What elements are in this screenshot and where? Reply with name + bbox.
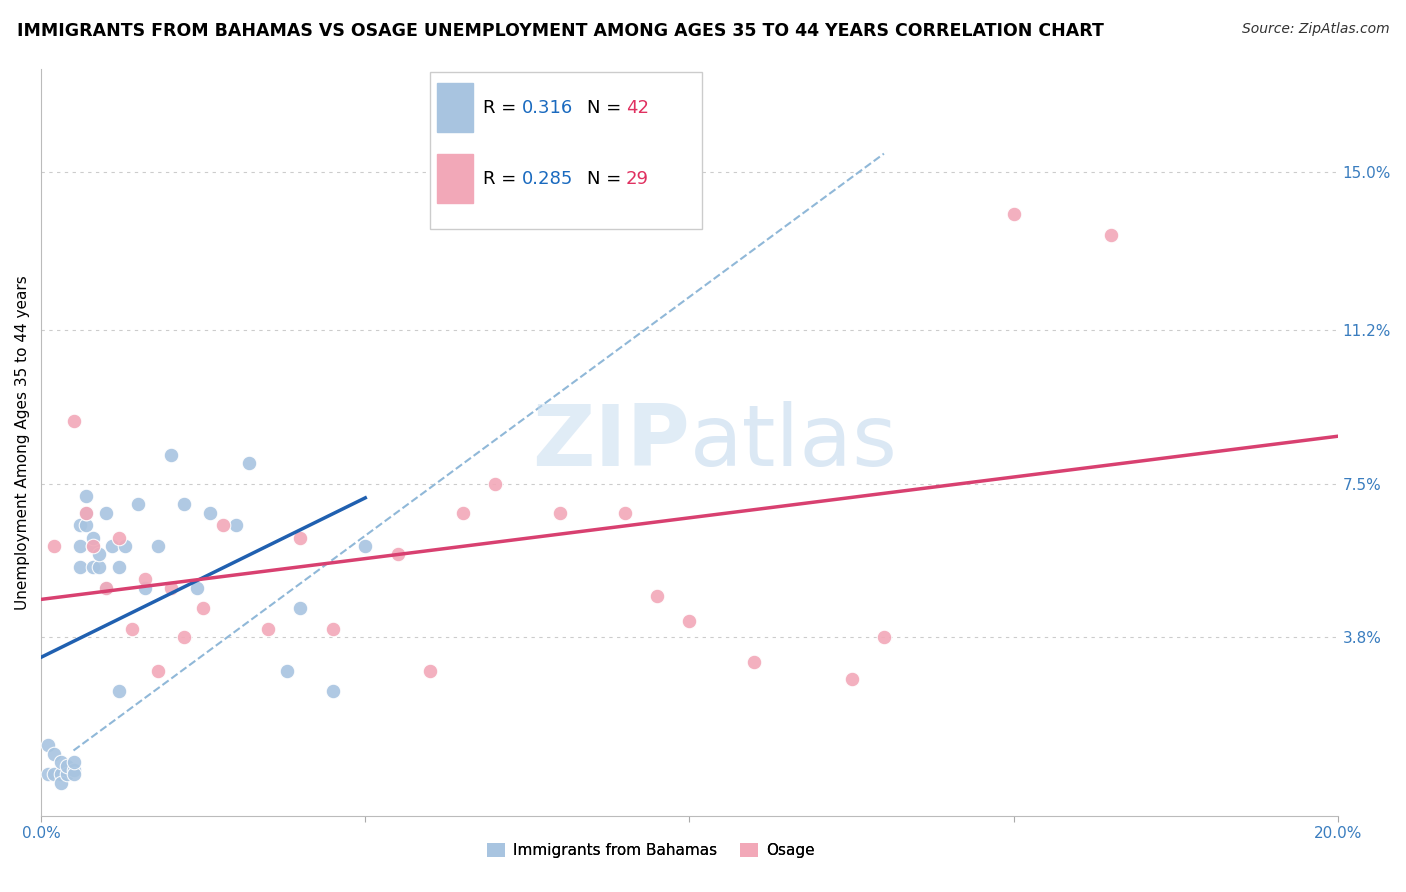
Point xyxy=(108,684,131,698)
Bar xyxy=(437,154,472,203)
Point xyxy=(198,506,221,520)
Point xyxy=(193,601,215,615)
Text: R =: R = xyxy=(484,99,522,117)
Point xyxy=(69,559,91,574)
Point xyxy=(37,739,59,753)
Point xyxy=(62,755,84,769)
Point xyxy=(69,518,91,533)
Text: atlas: atlas xyxy=(689,401,897,483)
Point xyxy=(146,539,169,553)
Point xyxy=(42,767,65,781)
Point xyxy=(742,655,765,669)
Point xyxy=(49,775,72,789)
Legend: Immigrants from Bahamas, Osage: Immigrants from Bahamas, Osage xyxy=(481,837,821,864)
Point xyxy=(134,581,156,595)
Point xyxy=(322,622,344,636)
Point xyxy=(419,664,441,678)
Point xyxy=(94,581,117,595)
Point xyxy=(186,581,208,595)
Point xyxy=(89,559,111,574)
Text: R =: R = xyxy=(484,169,522,187)
Text: 0.316: 0.316 xyxy=(522,99,574,117)
Point xyxy=(56,767,79,781)
Point xyxy=(211,518,233,533)
Text: 0.285: 0.285 xyxy=(522,169,574,187)
Point xyxy=(613,506,636,520)
Point xyxy=(42,539,65,553)
Point xyxy=(49,755,72,769)
Y-axis label: Unemployment Among Ages 35 to 44 years: Unemployment Among Ages 35 to 44 years xyxy=(15,275,30,609)
Point xyxy=(322,684,344,698)
Text: Source: ZipAtlas.com: Source: ZipAtlas.com xyxy=(1241,22,1389,37)
Point xyxy=(134,572,156,586)
Point xyxy=(173,631,195,645)
Point xyxy=(159,581,181,595)
Point xyxy=(94,506,117,520)
FancyBboxPatch shape xyxy=(430,72,703,229)
Point xyxy=(101,539,124,553)
Point xyxy=(69,539,91,553)
Point xyxy=(76,518,98,533)
Text: ZIP: ZIP xyxy=(531,401,689,483)
Text: 29: 29 xyxy=(626,169,650,187)
Bar xyxy=(437,84,472,132)
Point xyxy=(645,589,668,603)
Text: 42: 42 xyxy=(626,99,650,117)
Point xyxy=(173,498,195,512)
Point xyxy=(82,539,104,553)
Point xyxy=(49,767,72,781)
Point xyxy=(62,414,84,428)
Text: N =: N = xyxy=(586,99,627,117)
Point xyxy=(1002,207,1025,221)
Point xyxy=(121,622,143,636)
Point xyxy=(146,664,169,678)
Point xyxy=(257,622,280,636)
Point xyxy=(94,581,117,595)
Point xyxy=(108,531,131,545)
Point xyxy=(56,759,79,773)
Point xyxy=(1099,227,1122,242)
Point xyxy=(387,547,409,561)
Text: N =: N = xyxy=(586,169,627,187)
Point xyxy=(82,539,104,553)
Point xyxy=(62,767,84,781)
Point xyxy=(114,539,136,553)
Point xyxy=(76,506,98,520)
Point xyxy=(548,506,571,520)
Point xyxy=(484,476,506,491)
Point xyxy=(290,531,312,545)
Point xyxy=(451,506,474,520)
Point xyxy=(62,763,84,777)
Point xyxy=(276,664,298,678)
Point xyxy=(37,767,59,781)
Point xyxy=(82,559,104,574)
Point xyxy=(89,547,111,561)
Point xyxy=(238,456,260,470)
Point xyxy=(76,489,98,503)
Point xyxy=(354,539,377,553)
Point xyxy=(290,601,312,615)
Point xyxy=(159,448,181,462)
Point xyxy=(76,506,98,520)
Point xyxy=(873,631,896,645)
Point xyxy=(82,531,104,545)
Point xyxy=(127,498,149,512)
Point xyxy=(841,672,863,686)
Point xyxy=(225,518,247,533)
Point xyxy=(678,614,700,628)
Text: IMMIGRANTS FROM BAHAMAS VS OSAGE UNEMPLOYMENT AMONG AGES 35 TO 44 YEARS CORRELAT: IMMIGRANTS FROM BAHAMAS VS OSAGE UNEMPLO… xyxy=(17,22,1104,40)
Point xyxy=(42,747,65,761)
Point xyxy=(108,559,131,574)
